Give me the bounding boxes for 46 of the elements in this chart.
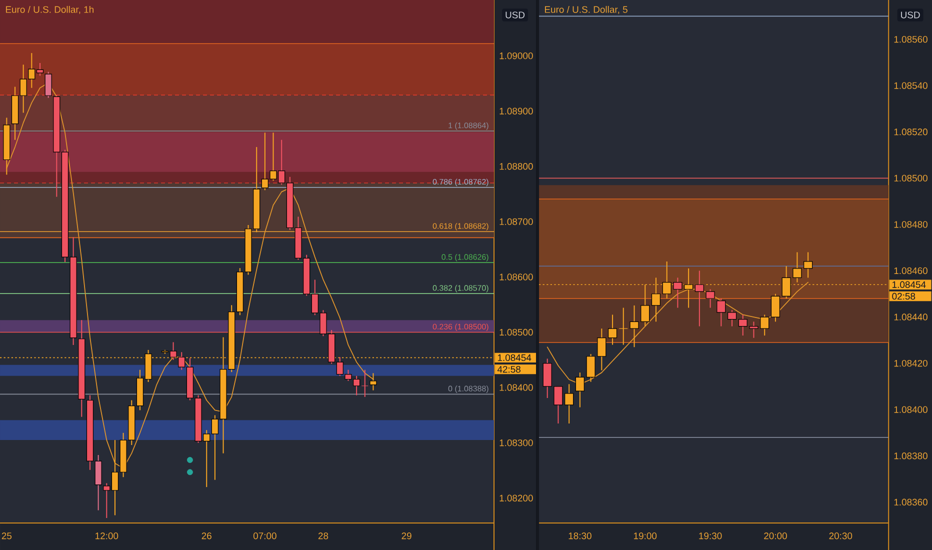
candlestick xyxy=(618,307,628,346)
y-tick-label: 1.08400 xyxy=(500,384,533,391)
x-tick-label: 19:30 xyxy=(699,532,722,540)
y-tick-label: 1.08900 xyxy=(500,108,533,114)
x-tick-label: 28 xyxy=(318,532,328,540)
y-tick-label: 1.08460 xyxy=(894,267,928,274)
x-tick-label: 20:00 xyxy=(764,532,787,540)
x-tick-label: 07:00 xyxy=(253,532,276,540)
candlestick xyxy=(370,372,377,391)
y-tick-label: 1.08440 xyxy=(894,314,928,320)
x-tick-label: 12:00 xyxy=(96,532,118,540)
y-axis-title: USD xyxy=(901,12,920,18)
y-tick-label: 1.08200 xyxy=(500,494,533,502)
candlestick xyxy=(727,310,737,327)
y-tick-label: 1.08420 xyxy=(894,360,928,367)
ref-line-label: 1.08454 xyxy=(892,281,926,288)
y-tick-label: 1.08700 xyxy=(500,218,533,226)
y-tick-label: 1.08800 xyxy=(500,163,533,170)
x-tick-label: 25 xyxy=(2,532,12,540)
y-tick-label: 1.08540 xyxy=(894,82,928,89)
y-tick-label: 1.08480 xyxy=(894,221,928,228)
y-tick-label: 1.08560 xyxy=(894,36,928,43)
text: Euro / U.S. Dollar, 1h xyxy=(6,6,94,14)
y-tick-label: 1.08380 xyxy=(894,452,928,460)
ref-line-label: 1.08454 xyxy=(498,354,532,362)
text: 42:58 xyxy=(497,366,520,373)
x-tick-label: 26 xyxy=(202,532,212,540)
y-tick-label: 1.08520 xyxy=(894,128,928,136)
x-tick-label: 20:30 xyxy=(829,532,852,540)
candlestick xyxy=(770,293,780,322)
y-tick-label: 1.08600 xyxy=(500,274,533,280)
y-axis-title: USD xyxy=(506,12,525,18)
candlestick xyxy=(608,314,618,346)
y-tick-label: 1.08360 xyxy=(894,498,928,506)
y-tick-label: 1.08300 xyxy=(500,439,533,446)
y-tick-label: 1.08500 xyxy=(500,328,533,336)
text: Euro / U.S. Dollar, 5 xyxy=(544,6,628,14)
y-tick-label: 1.09000 xyxy=(500,52,533,60)
x-tick-label: 29 xyxy=(402,532,412,540)
y-tick-label: 1.08500 xyxy=(894,174,928,182)
text: 02:58 xyxy=(892,292,916,300)
x-tick-label: 19:00 xyxy=(634,532,657,540)
candlestick xyxy=(716,298,726,327)
candlestick xyxy=(44,71,52,98)
y-tick-label: 1.08400 xyxy=(894,406,928,413)
x-tick-label: 18:30 xyxy=(568,532,592,540)
